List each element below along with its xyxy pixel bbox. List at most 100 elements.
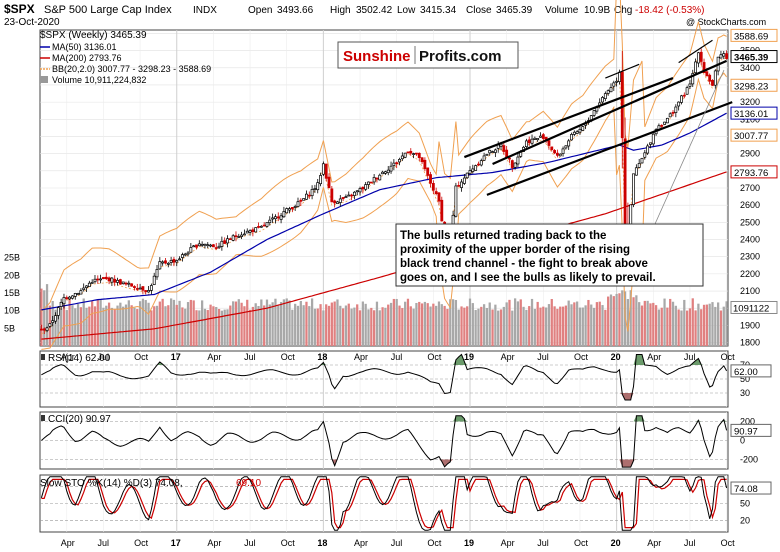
volume-bar [497,310,500,346]
candle-body [618,71,621,83]
volume-bar [215,307,218,346]
volume-bar [643,300,646,346]
candle-body [375,177,379,180]
candle-body [553,150,557,154]
candle-body [660,124,664,127]
x-tick-label: Jul [244,352,256,362]
volume-bar [138,301,142,346]
volume-bar [663,298,666,346]
candle-body [367,181,370,185]
volume-bar [629,290,632,346]
volume-bar [254,303,257,346]
candle-body [254,227,258,233]
price-candles [39,48,729,335]
volume-bar [175,304,178,346]
volume-bars [40,284,728,346]
candle-body [708,74,712,82]
volume-bar [237,299,240,346]
volume-bar [384,307,387,346]
volume-bar [657,309,661,346]
volume-bar [705,304,708,346]
candle-body [646,145,650,154]
right-label-box [730,128,778,142]
volume-bar [333,301,336,346]
sto-value-box [730,481,772,495]
candle-body [364,184,368,190]
volume-bar [528,306,531,346]
volume-bar [646,300,649,346]
volume-bar [714,306,717,346]
candle-body [719,54,723,59]
candle-body [200,243,204,246]
candle-body [558,153,562,157]
candle-body [477,163,480,166]
candle-body [296,201,300,207]
price-tick-label: 2200 [740,269,760,279]
volume-bar [691,298,694,346]
price-tick-label: 2400 [740,235,760,245]
candle-body [299,199,303,202]
volume-bar [150,310,153,346]
volume-bar [336,299,339,346]
volume-bar [418,301,421,346]
candle-body [333,200,337,204]
sto-line [40,476,728,531]
annotation-line-4: goes on, and I see the bulls as likely t… [400,272,656,284]
candle-body [643,152,647,158]
x-tick-label: Jul [391,352,403,362]
volume-bar [60,308,63,346]
volume-bar [381,307,384,346]
candle-body [682,94,686,97]
candle-body [183,253,187,256]
volume-bar [133,307,136,346]
volume-bar [545,307,548,346]
cci-fill-below [41,459,727,468]
volume-bar [164,306,167,346]
volume-bar [217,308,221,346]
price-tick-label: 2100 [740,286,760,296]
volume-bar [398,305,401,346]
volume-bar [282,299,286,346]
candle-body [465,172,469,179]
volume-bar [79,307,83,346]
x-tick-label: Apr [207,352,221,362]
right-label-text: 3298.23 [734,81,768,92]
price-tick-label: 3200 [740,97,760,107]
volume-bar [263,305,266,346]
volume-bar [437,301,441,346]
candle-body [575,131,579,134]
x-tick-label-bottom: Oct [721,538,736,548]
candle-body [601,97,604,103]
candle-body [524,140,528,147]
volume-bar [136,309,139,346]
volume-bar [353,307,356,346]
candle-body [321,163,325,175]
candle-body [214,247,218,249]
volume-bar [542,306,545,346]
volume-bar [618,293,621,346]
volume-bar [550,299,553,346]
symbol: $SPX [4,2,35,16]
volume-bar [344,305,348,346]
candle-body [127,282,131,285]
volume-bar [392,298,395,346]
volume-bar [725,301,728,346]
x-tick-label-bottom: 17 [171,538,181,548]
candle-body [567,140,571,147]
candle-body [189,247,193,253]
volume-bar [68,298,71,346]
volume-bar [316,308,319,346]
volume-bar [671,301,675,346]
volume-bar [251,306,255,346]
candle-body [243,233,246,236]
candle-body [336,201,339,204]
indicator-lines: 62.00 90.97 74.08 [40,353,772,531]
candle-body [482,155,486,161]
volume-bar [451,299,455,346]
candle-body [649,142,652,145]
volume-bar [364,303,367,346]
volume-bar [406,298,410,346]
volume-bar [635,295,638,346]
candle-body [231,235,235,241]
candle-body [479,160,483,166]
